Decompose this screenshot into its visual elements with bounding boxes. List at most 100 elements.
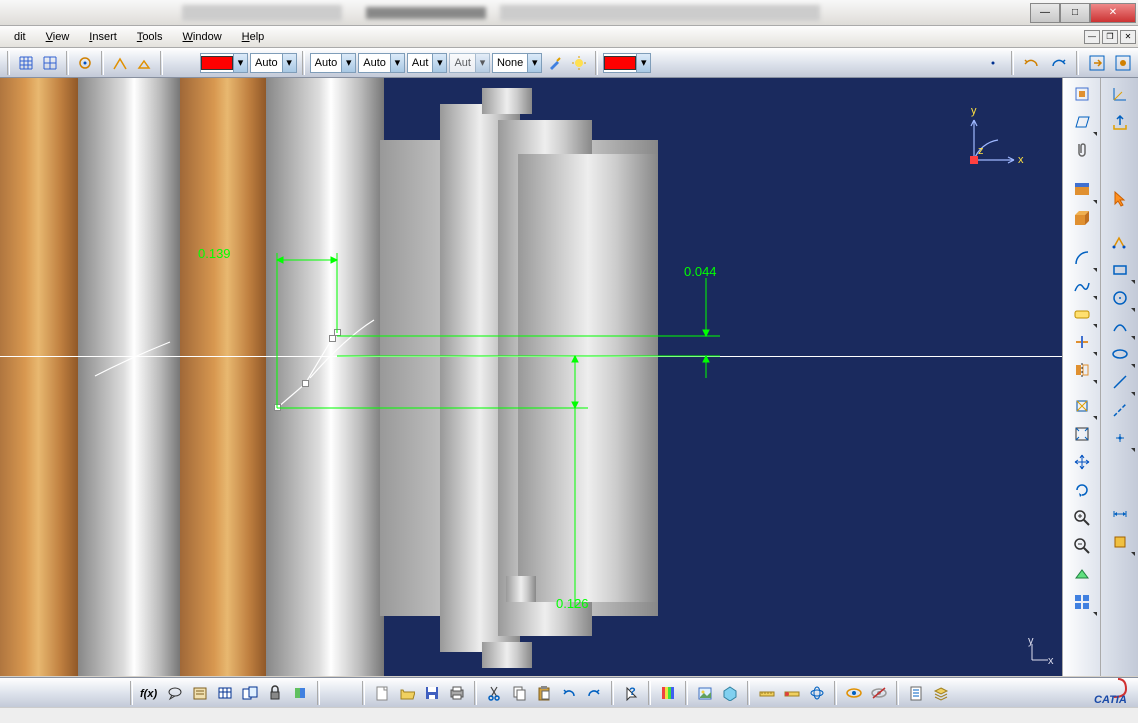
view-3d-icon[interactable] [1070,206,1094,230]
cut-view-icon[interactable] [1070,178,1094,202]
pan-icon[interactable] [1070,450,1094,474]
multi-view-icon[interactable] [1070,590,1094,614]
coordinate-triad[interactable]: x y z [958,100,1036,178]
menu-tools[interactable]: Tools [127,28,173,46]
paste-icon[interactable] [533,682,555,704]
menu-insert[interactable]: Insert [79,28,127,46]
color-dropdown-2[interactable]: ▾ [603,53,651,73]
constraint-icon[interactable] [74,52,96,74]
save-icon[interactable] [421,682,443,704]
menu-window[interactable]: Window [173,28,232,46]
brush-icon[interactable] [544,52,566,74]
dropdown-arrow-icon[interactable]: ▾ [233,54,247,72]
conic-icon[interactable] [1108,314,1132,338]
knowledge-icon[interactable] [289,682,311,704]
print-icon[interactable] [446,682,468,704]
sketch-point[interactable] [302,380,309,387]
construction-icon[interactable] [109,52,131,74]
fit-icon[interactable] [1070,422,1094,446]
layers-icon[interactable] [930,682,952,704]
color-dropdown-1[interactable]: ▾ [200,53,248,73]
mdi-close[interactable]: ✕ [1120,30,1136,44]
eraser-icon[interactable] [1070,302,1094,326]
lock-icon[interactable] [264,682,286,704]
undo-icon[interactable] [1021,52,1043,74]
profile-icon[interactable] [133,52,155,74]
axis-line-icon[interactable] [1108,398,1132,422]
measure-between-icon[interactable] [756,682,778,704]
menu-edit[interactable]: dit [4,28,36,46]
open-icon[interactable] [396,682,418,704]
comment-icon[interactable] [164,682,186,704]
arc-icon[interactable] [1070,246,1094,270]
profile-tool-icon[interactable] [1108,230,1132,254]
table-icon[interactable] [214,682,236,704]
mirror-icon[interactable] [1070,358,1094,382]
line-icon[interactable] [1108,370,1132,394]
dimension-label[interactable]: 0.126 [556,596,589,611]
cut-icon[interactable] [483,682,505,704]
hide-show-icon[interactable] [843,682,865,704]
exit-workbench-icon[interactable] [1086,52,1108,74]
dropdown-arrow-icon[interactable]: ▾ [282,54,296,72]
minimize-button[interactable]: — [1030,3,1060,23]
constraint-box-icon[interactable] [1108,530,1132,554]
measure-item-icon[interactable] [781,682,803,704]
dimension-label[interactable]: 0.139 [198,246,231,261]
spline-icon[interactable] [1070,274,1094,298]
close-button[interactable]: ✕ [1090,3,1136,23]
catalog-icon[interactable] [189,682,211,704]
swap-icon[interactable] [868,682,890,704]
apply-material-icon[interactable] [719,682,741,704]
help-icon[interactable]: ? [620,682,642,704]
copy-icon[interactable] [508,682,530,704]
sketch-point[interactable] [329,335,336,342]
measure-spectrum-icon[interactable] [657,682,679,704]
zoom-in-icon[interactable] [1070,506,1094,530]
rotate-icon[interactable] [1070,478,1094,502]
auto-dropdown-4[interactable]: Aut ▾ [407,53,448,73]
image-icon[interactable] [694,682,716,704]
zoom-out-icon[interactable] [1070,534,1094,558]
auto-dropdown-2[interactable]: Auto ▾ [310,53,357,73]
snap-icon[interactable] [39,52,61,74]
mdi-restore[interactable]: ❐ [1102,30,1118,44]
menu-view[interactable]: View [36,28,80,46]
ellipse-icon[interactable] [1108,342,1132,366]
select-arrow-icon[interactable] [1108,186,1132,210]
export-icon[interactable] [1108,110,1132,134]
rectangle-icon[interactable] [1108,258,1132,282]
auto-dropdown-5[interactable]: Aut ▾ [449,53,490,73]
light-icon[interactable] [568,52,590,74]
design-table-icon[interactable] [239,682,261,704]
axis-icon[interactable] [1108,82,1132,106]
new-icon[interactable] [371,682,393,704]
normal-view-icon[interactable] [1070,562,1094,586]
undo-btn-icon[interactable] [558,682,580,704]
menu-help[interactable]: Help [232,28,275,46]
circle-icon[interactable] [1108,286,1132,310]
grid-icon[interactable] [15,52,37,74]
sketch-point[interactable] [274,404,281,411]
dimension-label[interactable]: 0.044 [684,264,717,279]
plane-icon[interactable] [1070,110,1094,134]
workspace-viewport[interactable]: 0.139 0.044 0.126 x y z y x [0,78,1062,676]
dim-horiz-icon[interactable] [1108,502,1132,526]
auto-dropdown-3[interactable]: Auto ▾ [358,53,405,73]
maximize-button[interactable]: □ [1060,3,1090,23]
auto-dropdown-1[interactable]: Auto ▾ [250,53,297,73]
project-icon[interactable] [1070,394,1094,418]
workbench-icon[interactable] [1112,52,1134,74]
measure-inertia-icon[interactable] [806,682,828,704]
formula-icon[interactable]: f(x) [139,682,161,704]
sketch-point[interactable] [334,329,341,336]
attach-icon[interactable] [1070,138,1094,162]
sketch-plane-icon[interactable] [1070,82,1094,106]
point-tool-icon[interactable] [1108,426,1132,450]
redo-icon[interactable] [1047,52,1069,74]
properties-icon[interactable] [905,682,927,704]
trim-icon[interactable] [1070,330,1094,354]
mdi-minimize[interactable]: — [1084,30,1100,44]
redo-btn-icon[interactable] [583,682,605,704]
none-dropdown[interactable]: None ▾ [492,53,542,73]
